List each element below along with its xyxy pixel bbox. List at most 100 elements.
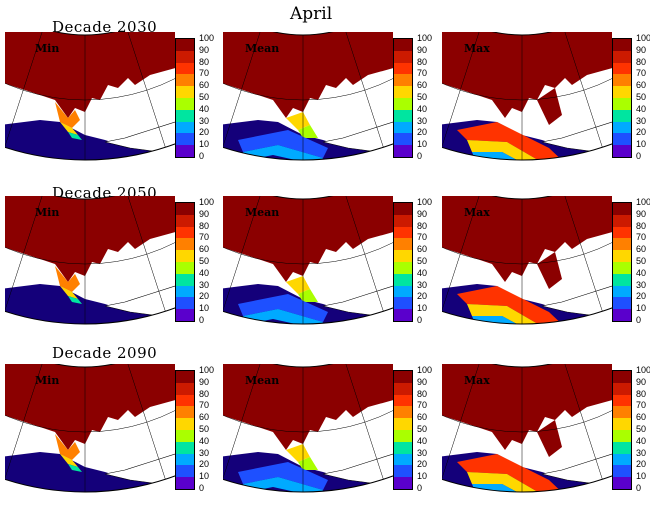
colorbar-swatch (613, 429, 631, 442)
colorbar-tick-label: 100 (636, 197, 650, 207)
colorbar (393, 202, 413, 322)
colorbar-tick-label: 10 (199, 303, 210, 314)
colorbar-tick-label: 30 (199, 447, 210, 458)
colorbar-tick-label: 20 (636, 459, 647, 470)
colorbar-swatch (176, 371, 194, 383)
colorbar-swatch (613, 238, 631, 251)
colorbar-swatch (613, 145, 631, 157)
map-panel: Mean 100 90 80 70 60 50 40 30 20 10 0 (223, 32, 432, 192)
map-outline (5, 364, 175, 493)
map-outline (5, 196, 175, 325)
colorbar-tick-label: 30 (636, 279, 647, 290)
colorbar-swatch (176, 382, 194, 395)
colorbar-tick-label: 60 (199, 244, 210, 255)
colorbar-tick-label: 70 (199, 232, 210, 243)
colorbar-swatch (176, 261, 194, 274)
meridian-line (223, 364, 262, 480)
colorbar-tick-label: 10 (636, 139, 647, 150)
colorbar (393, 38, 413, 158)
colorbar-tick-label: 30 (199, 279, 210, 290)
colorbar (612, 370, 632, 490)
colorbar-tick-label: 90 (636, 44, 647, 55)
colorbar-swatch (613, 453, 631, 466)
colorbar-swatch (394, 477, 412, 489)
map-outline (442, 196, 612, 325)
colorbar-swatch (613, 250, 631, 262)
land-mass (104, 449, 175, 485)
colorbar-tick-label: 40 (417, 435, 428, 446)
colorbar-swatch (613, 406, 631, 419)
sea-ice-map (442, 32, 612, 161)
colorbar-swatch (613, 74, 631, 87)
ice-transition-band (467, 472, 555, 492)
map-panel: Max 100 90 80 70 60 50 40 30 20 10 0 (442, 364, 650, 524)
ice-transition-band (68, 464, 82, 472)
arctic-ice-region (442, 32, 612, 118)
land-mass (541, 117, 612, 153)
colorbar-tick-label: 20 (636, 127, 647, 138)
meridian-line (563, 32, 603, 148)
colorbar-swatch (613, 418, 631, 430)
ice-transition-band (467, 140, 555, 160)
arctic-ice-region (5, 364, 175, 450)
colorbar-tick-label: 40 (199, 435, 210, 446)
colorbar-tick-label: 100 (417, 365, 433, 375)
open-ocean-region (5, 284, 175, 324)
colorbar-swatch (613, 133, 631, 146)
colorbar-swatch (394, 382, 412, 395)
colorbar-tick-label: 10 (636, 303, 647, 314)
colorbar-tick-label: 30 (417, 279, 428, 290)
colorbar-swatch (176, 121, 194, 134)
land-mass (104, 281, 175, 317)
figure-title: April (290, 4, 333, 24)
arctic-ice-region (442, 364, 612, 450)
meridian-line (126, 32, 166, 148)
colorbar-tick-label: 80 (636, 220, 647, 231)
panel-label: Min (35, 42, 60, 55)
ice-transition-band (457, 454, 567, 492)
ice-transition-band (60, 454, 78, 467)
arctic-ice-region (223, 196, 393, 282)
colorbar-tick-label: 10 (417, 471, 428, 482)
map-outline (223, 32, 393, 161)
colorbar-tick-label: 100 (636, 365, 650, 375)
ice-transition-band (286, 276, 310, 294)
ice-transition-band (457, 122, 567, 160)
ice-transition-band (55, 434, 80, 460)
sea-ice-map (442, 196, 612, 325)
colorbar-swatch (613, 285, 631, 298)
colorbar-tick-label: 40 (636, 103, 647, 114)
colorbar-swatch (394, 133, 412, 146)
colorbar (612, 202, 632, 322)
colorbar-tick-label: 50 (199, 92, 210, 102)
colorbar-swatch (613, 97, 631, 110)
colorbar-tick-label: 70 (417, 400, 428, 411)
colorbar-tick-label: 30 (417, 447, 428, 458)
colorbar-tick-label: 10 (417, 139, 428, 150)
colorbar-swatch (394, 121, 412, 134)
colorbar-tick-label: 0 (636, 483, 642, 493)
sea-ice-map (223, 196, 393, 325)
colorbar-swatch (613, 297, 631, 310)
parallel-line (442, 393, 612, 433)
colorbar-tick-label: 60 (636, 244, 647, 255)
parallel-line (223, 61, 393, 101)
panel-label: Min (35, 206, 60, 219)
colorbar-tick-label: 60 (417, 244, 428, 255)
land-mass (104, 117, 175, 153)
colorbar-tick-label: 50 (417, 92, 428, 102)
colorbar (175, 38, 195, 158)
colorbar-tick-label: 70 (636, 400, 647, 411)
meridian-line (442, 196, 481, 312)
colorbar-tick-label: 0 (199, 151, 205, 161)
ice-transition-band (243, 309, 323, 324)
colorbar-swatch (394, 109, 412, 122)
colorbar-tick-label: 100 (199, 365, 215, 375)
colorbar-swatch (394, 203, 412, 215)
colorbar-tick-label: 60 (199, 412, 210, 423)
meridian-line (126, 364, 166, 480)
colorbar-tick-label: 20 (199, 459, 210, 470)
colorbar-swatch (394, 285, 412, 298)
meridian-line (5, 196, 44, 312)
colorbar-swatch (176, 250, 194, 262)
